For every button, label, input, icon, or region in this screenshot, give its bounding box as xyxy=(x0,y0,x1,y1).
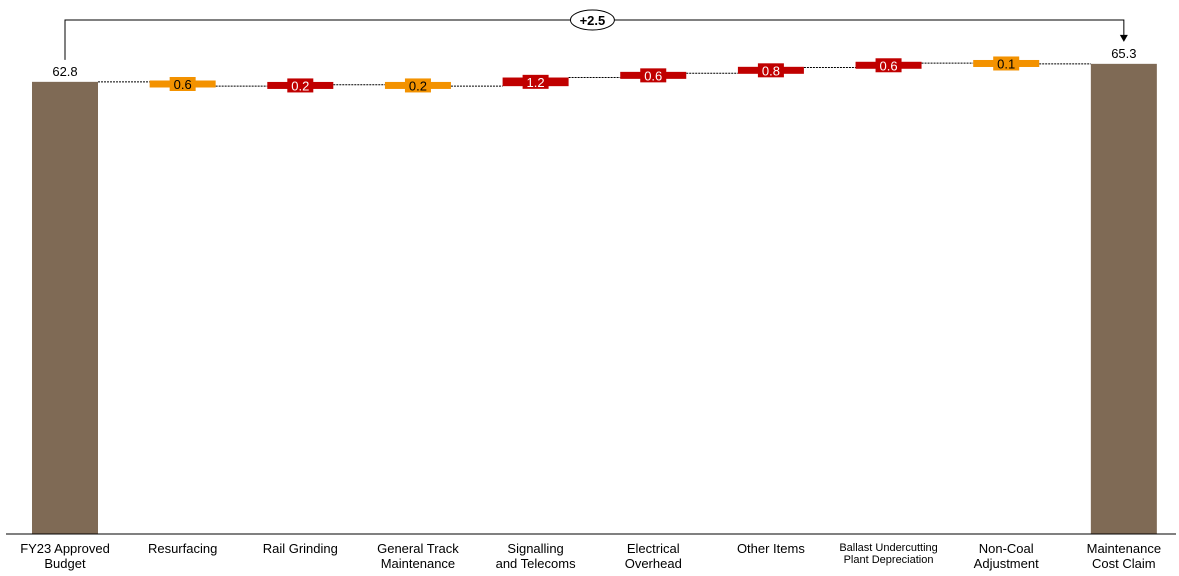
delta-value-label: 0.6 xyxy=(174,77,192,92)
bracket-arrowhead xyxy=(1119,34,1128,42)
delta-value-label: 0.8 xyxy=(762,63,780,78)
delta-value-label: 0.2 xyxy=(409,78,427,93)
value-badge xyxy=(522,74,549,89)
value-badge xyxy=(757,63,784,78)
delta-value-label: 1.2 xyxy=(527,75,545,90)
category-label: Ballast Undercutting xyxy=(839,542,937,554)
delta-value-label: 0.6 xyxy=(644,68,662,83)
category-label: and Telecoms xyxy=(496,556,576,571)
value-labels: 62.8 0.6 0.2 0.2 1.2 0.6 0.8 0.6 0.1 65.3 xyxy=(52,46,1136,94)
value-badge xyxy=(993,56,1020,71)
category-label: Rail Grinding xyxy=(263,541,338,556)
total-value-label: 65.3 xyxy=(1111,46,1136,61)
value-badge xyxy=(875,58,902,73)
total-bar xyxy=(32,81,98,534)
category-label: Non-Coal xyxy=(979,541,1034,556)
category-label: Electrical xyxy=(627,541,680,556)
category-label: FY23 Approved xyxy=(20,541,110,556)
category-label: Adjustment xyxy=(974,556,1039,571)
total-change-label: +2.5 xyxy=(580,13,606,28)
total-change-bracket: +2.5 xyxy=(64,9,1128,60)
category-label: General Track xyxy=(377,541,459,556)
category-label: Signalling xyxy=(507,541,563,556)
value-badge xyxy=(169,77,196,91)
category-label: Resurfacing xyxy=(148,541,217,556)
value-badge xyxy=(640,68,667,83)
category-label: Overhead xyxy=(625,556,682,571)
value-badge xyxy=(287,78,314,93)
delta-value-label: 0.1 xyxy=(997,56,1015,71)
total-bar xyxy=(1090,63,1157,535)
category-label: Other Items xyxy=(737,541,805,556)
bars-group xyxy=(32,59,1157,535)
category-label: Maintenance xyxy=(1087,541,1161,556)
connector-lines xyxy=(98,62,1091,87)
category-label: Maintenance xyxy=(381,556,455,571)
total-value-label: 62.8 xyxy=(52,64,77,79)
delta-value-label: 0.2 xyxy=(291,78,309,93)
category-label: Plant Depreciation xyxy=(844,554,934,566)
category-label: Cost Claim xyxy=(1092,556,1156,571)
delta-value-label: 0.6 xyxy=(880,58,898,73)
category-label: Budget xyxy=(44,556,86,571)
value-badge xyxy=(404,78,431,93)
change-badge xyxy=(569,9,615,31)
